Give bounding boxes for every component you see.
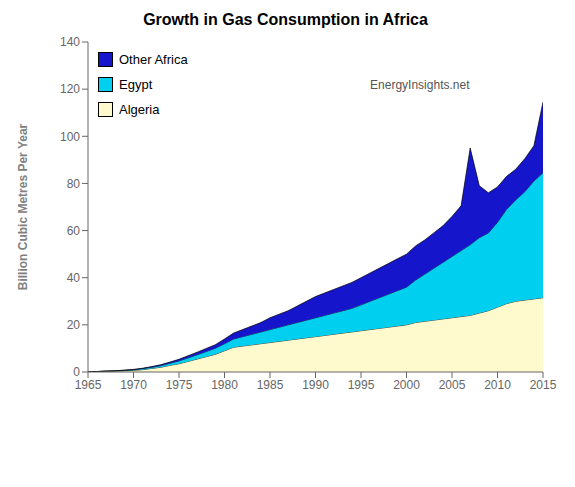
svg-text:40: 40: [67, 271, 81, 285]
svg-text:140: 140: [60, 35, 80, 49]
html-text:Growth in Gas Consumption in A: Growth in Gas Consumption in Africa: [143, 11, 428, 28]
html-text:Other Africa: Other Africa: [119, 52, 188, 67]
svg-text:120: 120: [60, 82, 80, 96]
svg-text:1965: 1965: [75, 378, 102, 392]
svg-text:2005: 2005: [439, 378, 466, 392]
svg-text:1990: 1990: [302, 378, 329, 392]
svg-text:2015: 2015: [530, 378, 557, 392]
svg-text:1995: 1995: [348, 378, 375, 392]
svg-text:60: 60: [67, 224, 81, 238]
svg-text:1975: 1975: [166, 378, 193, 392]
svg-text:0: 0: [73, 365, 80, 379]
svg-text:1970: 1970: [120, 378, 147, 392]
svg-text:Billion Cubic Metres Per Year: Billion Cubic Metres Per Year: [16, 123, 30, 290]
html-text:EnergyInsights.net: EnergyInsights.net: [370, 77, 470, 92]
svg-text:2010: 2010: [484, 378, 511, 392]
html-text:Egypt: Egypt: [119, 77, 153, 92]
svg-text:80: 80: [67, 177, 81, 191]
svg-text:1985: 1985: [257, 378, 284, 392]
svg-text:20: 20: [67, 318, 81, 332]
svg-text:100: 100: [60, 130, 80, 144]
html-text:Algeria: Algeria: [119, 102, 160, 117]
svg-text:2000: 2000: [393, 378, 420, 392]
svg-text:1980: 1980: [211, 378, 238, 392]
